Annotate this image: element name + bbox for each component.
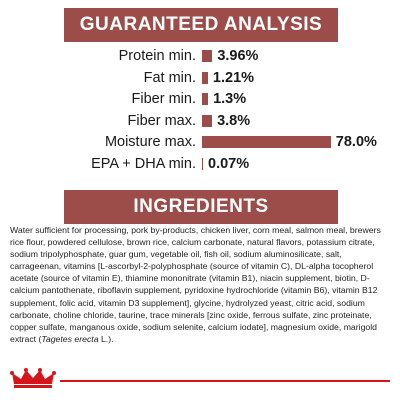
crown-logo-icon (10, 368, 56, 388)
analysis-row: Protein min. 3.96% (0, 46, 400, 66)
analysis-value: 3.96% (217, 48, 259, 64)
analysis-bar (202, 93, 209, 105)
analysis-bar (202, 71, 208, 84)
ingredients-text: Water sufficient for processing, pork by… (10, 225, 381, 344)
ingredients-list: Water sufficient for processing, pork by… (10, 224, 392, 345)
analysis-bar (202, 50, 213, 62)
analysis-bar (202, 136, 331, 148)
analysis-label: Moisture max. (104, 134, 196, 150)
analysis-value: 1.21% (212, 69, 255, 86)
ingredients-header: INGREDIENTS (64, 190, 338, 224)
analysis-row: Fiber min. 1.3% (0, 89, 400, 109)
guaranteed-analysis-header: GUARANTEED ANALYSIS (64, 8, 338, 42)
analysis-row: EPA + DHA min. 0.07% (0, 154, 400, 174)
ingredients-title: INGREDIENTS (133, 196, 269, 217)
analysis-bar (202, 114, 213, 127)
analysis-value: 3.8% (217, 112, 251, 129)
analysis-row: Fat min. 1.21% (0, 68, 400, 88)
analysis-value: 78.0% (335, 134, 377, 150)
brand-divider-line (60, 380, 390, 382)
analysis-label: Protein min. (118, 48, 196, 64)
analysis-label: Fiber min. (131, 91, 196, 107)
analysis-label: EPA + DHA min. (91, 155, 196, 172)
analysis-value: 0.07% (208, 155, 250, 172)
analysis-value: 1.3% (213, 91, 247, 107)
ingredients-text-end: L.). (98, 333, 114, 344)
analysis-row: Fiber max. 3.8% (0, 111, 400, 131)
analysis-label: Fat min. (143, 69, 196, 86)
analysis-label: Fiber max. (127, 112, 197, 129)
guaranteed-analysis-title: GUARANTEED ANALYSIS (79, 14, 323, 35)
analysis-bar (202, 157, 203, 170)
analysis-row: Moisture max. 78.0% (0, 132, 400, 152)
ingredients-italic-name: Tagetes erecta (41, 333, 99, 344)
